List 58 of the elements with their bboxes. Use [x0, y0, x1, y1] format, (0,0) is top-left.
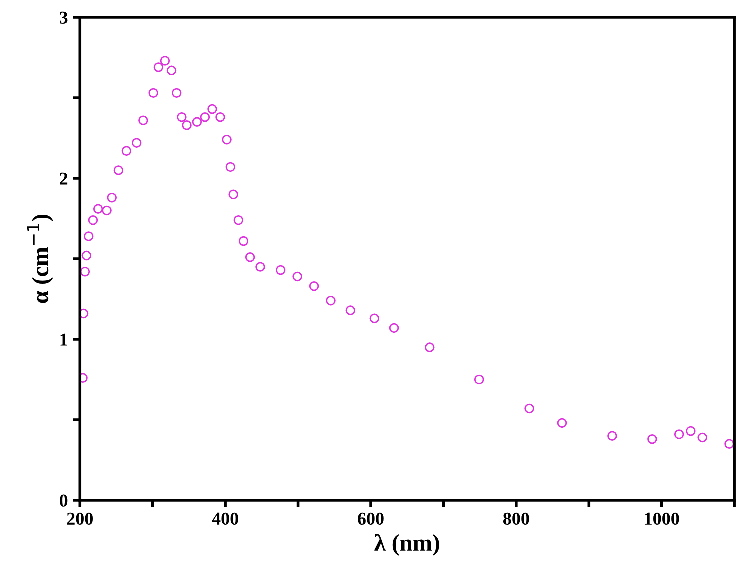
- point: [389, 323, 400, 334]
- point: [138, 116, 148, 126]
- point: [132, 138, 142, 148]
- point: [557, 418, 568, 428]
- point: [122, 146, 132, 156]
- point: [686, 426, 696, 436]
- point: [166, 66, 177, 76]
- point: [154, 62, 164, 72]
- point: [114, 166, 124, 176]
- point: [172, 88, 182, 98]
- point: [93, 204, 104, 214]
- point: [674, 430, 684, 440]
- x-tick-label: 200: [67, 512, 93, 525]
- point: [309, 282, 320, 292]
- y-tick-label: 1: [60, 334, 68, 346]
- point: [177, 112, 187, 122]
- point: [238, 236, 249, 246]
- x-tick-label: 400: [212, 512, 238, 525]
- x-tick-label: 600: [358, 512, 384, 525]
- point: [228, 190, 238, 200]
- y-tick-label: 2: [60, 172, 68, 185]
- x-axis-title: λ (nm): [374, 534, 440, 556]
- point: [474, 374, 484, 385]
- point: [208, 104, 218, 114]
- point: [80, 267, 90, 277]
- point: [148, 88, 158, 98]
- point: [200, 112, 210, 122]
- point: [724, 439, 734, 450]
- point: [326, 296, 336, 306]
- point: [292, 272, 302, 282]
- point: [370, 314, 380, 324]
- point: [234, 216, 244, 226]
- point: [608, 431, 618, 441]
- point: [648, 434, 658, 444]
- point: [182, 120, 192, 130]
- y-axis-title: α (cm$^{−1}$): [27, 214, 54, 304]
- point: [425, 342, 435, 352]
- point: [192, 117, 202, 128]
- point: [245, 252, 256, 262]
- x-tick-label: 800: [503, 512, 530, 525]
- point: [226, 162, 236, 172]
- point: [107, 192, 117, 203]
- point: [216, 112, 226, 122]
- point: [88, 216, 98, 226]
- point: [346, 306, 356, 316]
- point: [102, 206, 112, 216]
- point: [256, 262, 266, 272]
- point: [82, 250, 92, 261]
- point: [698, 432, 708, 443]
- y-tick-label: 0: [60, 494, 68, 507]
- point: [222, 135, 232, 145]
- point: [276, 265, 286, 276]
- point: [84, 232, 94, 242]
- y-tick-label: 3: [60, 12, 68, 24]
- point: [80, 308, 89, 319]
- point: [524, 404, 534, 414]
- x-tick-label: 1000: [645, 512, 680, 525]
- point: [160, 56, 170, 66]
